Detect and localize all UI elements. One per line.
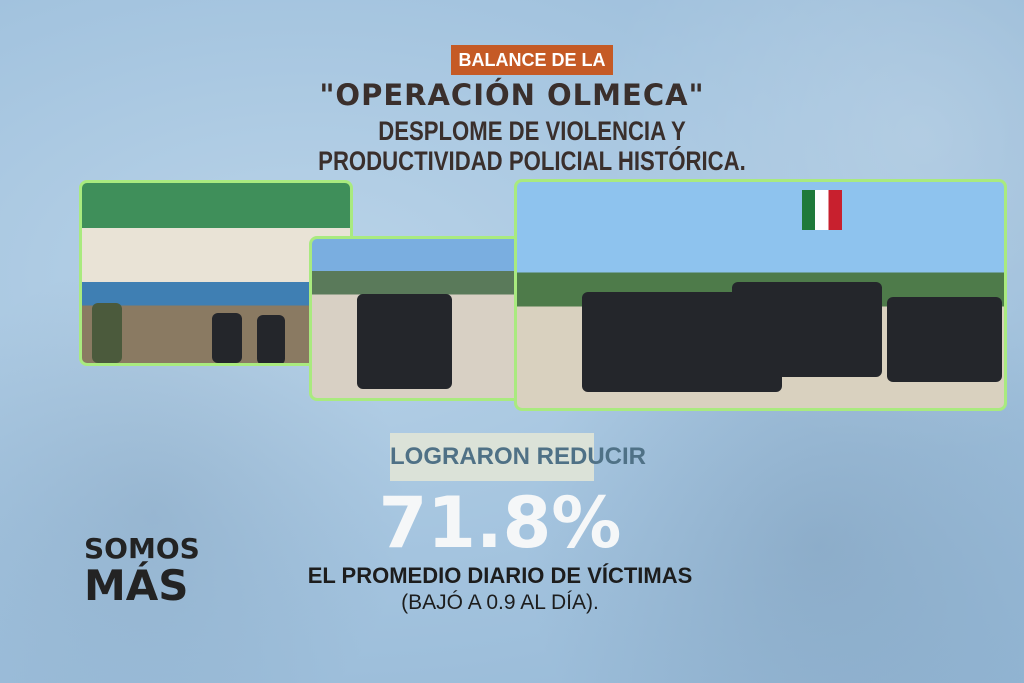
subtitle-line-1: DESPLOME DE VIOLENCIA Y (378, 116, 686, 146)
stat-note: (BAJÓ A 0.9 AL DÍA). (401, 591, 599, 614)
logo-line-2: MÁS (84, 561, 189, 610)
stat-value: 71.8% (378, 482, 622, 564)
subtitle-line-2: PRODUCTIVIDAD POLICIAL HISTÓRICA. (318, 146, 746, 176)
somos-mas-logo: SOMOS MÁS (84, 535, 200, 607)
header-badge: BALANCE DE LA (451, 45, 613, 75)
photo-police-trucks-flag (514, 179, 1007, 411)
page-title: "OPERACIÓN OLMECA" (319, 78, 705, 112)
stat-label: LOGRARON REDUCIR (390, 433, 646, 481)
photo-storefront-soldiers (79, 180, 353, 366)
page-subtitle: DESPLOME DE VIOLENCIA Y PRODUCTIVIDAD POL… (286, 116, 778, 176)
logo-line-1: SOMOS (84, 532, 200, 565)
stat-description: EL PROMEDIO DIARIO DE VÍCTIMAS (307, 563, 693, 588)
